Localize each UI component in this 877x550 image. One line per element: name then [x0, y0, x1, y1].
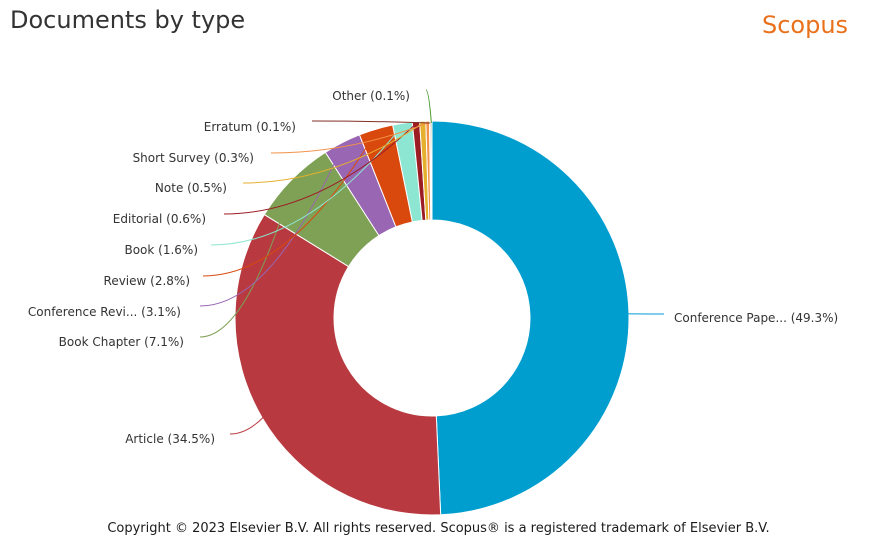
leader-line	[199, 181, 294, 338]
leader-line	[229, 416, 265, 435]
leader-line	[425, 89, 432, 124]
chart-title: Documents by type	[10, 6, 246, 34]
slice-conference-pape[interactable]	[431, 120, 630, 516]
slice-label: Conference Revi... (3.1%)	[28, 305, 181, 319]
labels-layer: Conference Pape... (49.3%) Article (34.5%…	[28, 89, 838, 446]
slice-label: Erratum (0.1%)	[204, 120, 296, 134]
leader-line	[270, 122, 428, 154]
leader-line	[242, 122, 424, 184]
slice-label: Note (0.5%)	[155, 181, 227, 195]
leader-line	[202, 130, 377, 277]
slice-label: Book (1.6%)	[124, 243, 198, 257]
scopus-logo[interactable]: Scopus	[762, 11, 849, 39]
slice-label: Short Survey (0.3%)	[133, 151, 254, 165]
slice-label: Other (0.1%)	[332, 89, 410, 103]
leader-line	[199, 144, 344, 307]
copyright-footer: Copyright © 2023 Elsevier B.V. All right…	[107, 521, 770, 536]
slice-label: Article (34.5%)	[125, 432, 215, 446]
slice-label: Conference Pape... (49.3%)	[674, 311, 838, 325]
slice-article[interactable]	[234, 213, 442, 516]
slice-other[interactable]	[430, 120, 433, 221]
slices-layer	[234, 120, 630, 516]
leader-line	[311, 120, 431, 124]
slice-label: Editorial (0.6%)	[113, 212, 206, 226]
leader-lines-layer	[199, 89, 665, 435]
slice-label: Book Chapter (7.1%)	[59, 335, 184, 349]
slice-label: Review (2.8%)	[104, 274, 190, 288]
leader-line	[223, 123, 417, 215]
leader-line	[210, 124, 404, 246]
